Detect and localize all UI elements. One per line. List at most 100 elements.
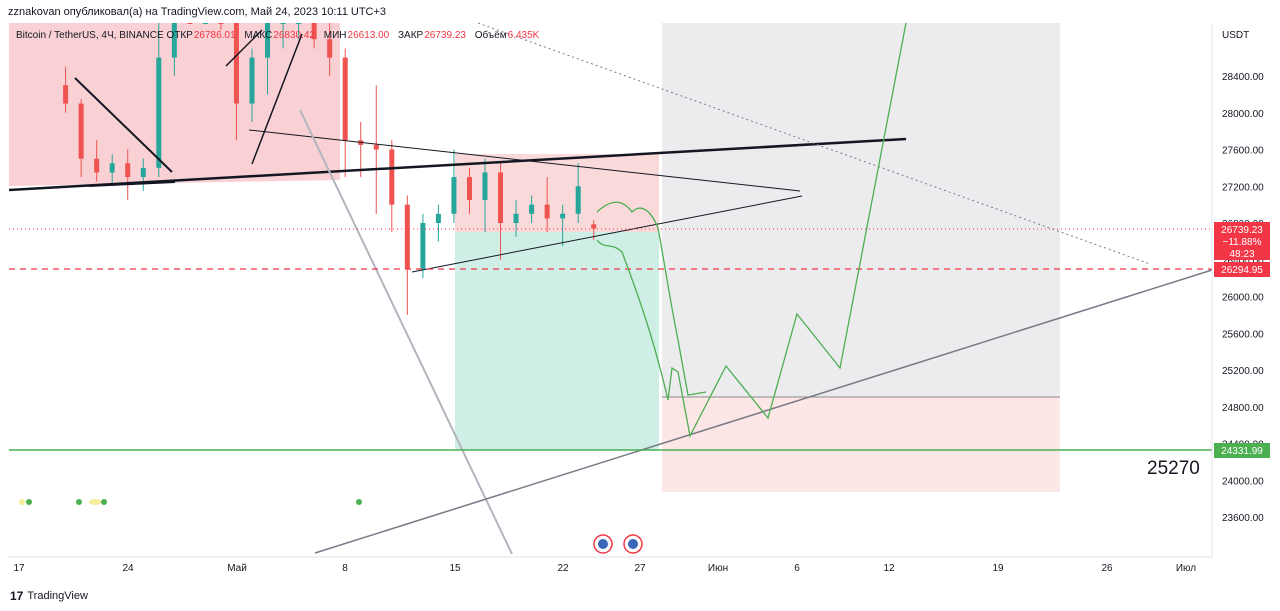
- price-tick-label: 26400.00: [1222, 256, 1264, 267]
- time-tick-label: 27: [634, 563, 646, 574]
- time-tick-label: 17: [13, 563, 25, 574]
- gray-time-zone: [662, 23, 1060, 397]
- price-tick-label: 28400.00: [1222, 72, 1264, 83]
- symbol-label[interactable]: Bitcoin / TetherUS, 4Ч, BINANCE: [16, 30, 164, 41]
- last-price-value: 26739.23: [1221, 225, 1263, 236]
- time-tick-label: 19: [992, 563, 1004, 574]
- event-dot[interactable]: [101, 499, 107, 505]
- candle-body[interactable]: [156, 57, 162, 168]
- event-dot[interactable]: [356, 499, 362, 505]
- gray-diagonal-line: [299, 109, 513, 555]
- last-price-tag: 26739.23 −11.88% 48:23: [1214, 222, 1270, 260]
- candles-group: [63, 23, 597, 315]
- candle-body[interactable]: [529, 204, 535, 214]
- price-tick-label: 27600.00: [1222, 146, 1264, 157]
- event-dot-yellow[interactable]: [19, 499, 25, 505]
- candle-body[interactable]: [311, 23, 317, 40]
- candle-body[interactable]: [404, 204, 410, 269]
- pink-entry-zone: [455, 154, 659, 232]
- candle-body[interactable]: [327, 39, 333, 58]
- time-tick-label: Июн: [708, 563, 728, 574]
- time-tick-label: Июл: [1176, 563, 1196, 574]
- candle-body[interactable]: [451, 177, 457, 214]
- candle-body[interactable]: [140, 167, 146, 178]
- target-annotation: 25270: [1147, 458, 1200, 479]
- candle-body[interactable]: [373, 144, 379, 150]
- time-axis[interactable]: 17 24 Май 8 15 22 27 Июн 6 12 19 26 Июл: [13, 563, 1196, 574]
- publisher-info: zznakovan опубликовал(а) на TradingView.…: [8, 6, 387, 18]
- pink-range-zone: [9, 23, 340, 186]
- brand-label: TradingView: [27, 590, 88, 602]
- candle-body[interactable]: [466, 177, 472, 201]
- candle-body[interactable]: [544, 204, 550, 219]
- tradingview-brand[interactable]: 17 TradingView: [10, 589, 88, 603]
- projection-path-2: [596, 22, 907, 438]
- price-tick-label: 24800.00: [1222, 403, 1264, 414]
- candle-body[interactable]: [202, 23, 208, 24]
- us-flag-event-icon[interactable]: [623, 534, 643, 554]
- light-red-zone: [662, 397, 1060, 492]
- small-channel-top-line: [74, 77, 173, 173]
- wedge-upper-line: [248, 129, 801, 192]
- candle-body[interactable]: [296, 23, 302, 24]
- event-dot[interactable]: [76, 499, 82, 505]
- candle-body[interactable]: [420, 223, 426, 269]
- candle-body[interactable]: [125, 163, 131, 178]
- candle-body[interactable]: [187, 23, 193, 24]
- price-tick-label: 24000.00: [1222, 476, 1264, 487]
- candle-body[interactable]: [218, 23, 224, 24]
- open-label: ОТКР: [166, 30, 193, 41]
- time-tick-label: 24: [122, 563, 134, 574]
- candle-body[interactable]: [498, 172, 504, 223]
- currency-label: USDT: [1222, 30, 1250, 41]
- candle-body[interactable]: [280, 23, 286, 24]
- event-dot[interactable]: [26, 499, 32, 505]
- volume-label: Объём: [474, 30, 507, 41]
- price-tick-label: 28000.00: [1222, 109, 1264, 120]
- short-trend-line-2: [251, 33, 303, 165]
- candle-body[interactable]: [342, 57, 348, 141]
- candle-body[interactable]: [482, 172, 488, 201]
- candle-body[interactable]: [560, 213, 566, 219]
- small-channel-bottom-line: [88, 181, 176, 187]
- green-level-value: 24331.99: [1221, 446, 1263, 457]
- open-value: 26786.01: [193, 30, 236, 41]
- candle-body[interactable]: [591, 224, 597, 229]
- projection-path-1: [596, 201, 707, 396]
- price-tick-label: 25600.00: [1222, 329, 1264, 340]
- candle-body[interactable]: [109, 163, 115, 173]
- time-tick-label: 6: [794, 563, 800, 574]
- time-tick-label: Май: [227, 563, 247, 574]
- low-value: 26613.00: [347, 30, 390, 41]
- candle-body[interactable]: [513, 213, 519, 223]
- candle-body[interactable]: [389, 149, 395, 205]
- candle-body[interactable]: [78, 103, 84, 159]
- candle-body[interactable]: [171, 23, 177, 58]
- close-label: ЗАКР: [398, 30, 424, 41]
- ohlc-legend: Bitcoin / TetherUS, 4Ч, BINANCE ОТКР2678…: [16, 30, 545, 41]
- event-dot-yellow[interactable]: [89, 499, 101, 505]
- candle-body[interactable]: [435, 213, 441, 223]
- last-change-value: −11.88%: [1222, 237, 1261, 248]
- time-tick-label: 26: [1101, 563, 1113, 574]
- close-value: 26739.23: [424, 30, 466, 41]
- high-value: 26830.42: [273, 30, 315, 41]
- red-level-tag: 26294.95: [1214, 262, 1270, 277]
- candle-body[interactable]: [233, 23, 239, 104]
- wedge-lower-line: [411, 195, 803, 273]
- us-flag-event-icon[interactable]: [593, 534, 613, 554]
- time-tick-label: 22: [557, 563, 569, 574]
- candle-body[interactable]: [94, 158, 100, 173]
- price-tick-label: 26000.00: [1222, 293, 1264, 304]
- candle-body[interactable]: [249, 57, 255, 104]
- candle-body[interactable]: [63, 85, 69, 104]
- green-level-tag: 24331.99: [1214, 443, 1270, 458]
- red-level-value: 26294.95: [1221, 265, 1263, 276]
- countdown-value: 48:23: [1229, 249, 1254, 260]
- candle-body[interactable]: [265, 23, 271, 58]
- price-tick-label: 27200.00: [1222, 182, 1264, 193]
- high-label: МАКС: [244, 30, 273, 41]
- candle-body[interactable]: [575, 186, 581, 214]
- low-label: МИН: [323, 30, 347, 41]
